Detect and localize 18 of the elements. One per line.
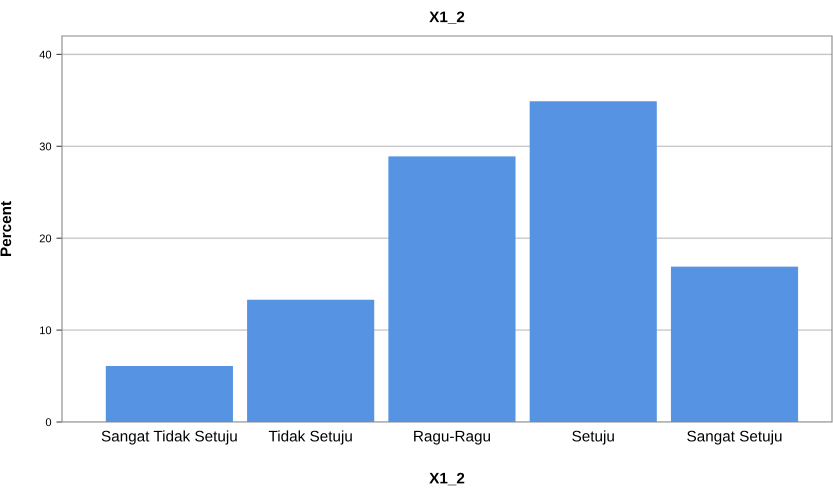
chart-title: X1_2 [429, 11, 464, 24]
x-tick-label: Tidak Setuju [268, 430, 352, 445]
bar [670, 266, 798, 422]
x-axis-title: X1_2 [429, 472, 464, 486]
y-tick-label: 10 [40, 326, 52, 334]
y-tick-label: 40 [39, 50, 52, 59]
x-tick-label: Sangat Setuju [687, 430, 782, 445]
bar [247, 300, 374, 422]
x-tick-label: Sangat Tidak Setuju [102, 430, 237, 445]
y-axis-title: Percent [0, 201, 12, 256]
x-tick-label: Ragu-Ragu [414, 430, 490, 445]
y-tick-label: 30 [40, 142, 52, 150]
bar [388, 156, 516, 422]
y-tick-label: 20 [40, 234, 52, 242]
bar [106, 366, 233, 422]
bar [530, 101, 657, 422]
y-tick-label: 0 [46, 418, 52, 426]
x-tick-label: Setuju [572, 430, 614, 445]
